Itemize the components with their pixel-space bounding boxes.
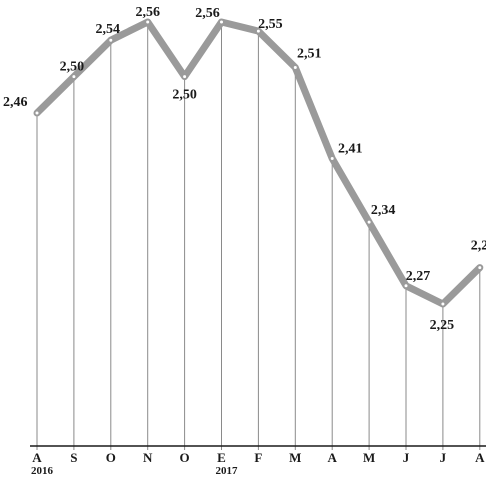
year-label: 2016 [31, 465, 54, 477]
data-label: 2,34 [371, 203, 396, 218]
x-tick-label: J [440, 450, 447, 465]
x-tick-label: M [289, 450, 301, 465]
data-label: 2,50 [172, 88, 197, 103]
data-point [71, 74, 77, 80]
data-point [182, 74, 188, 80]
x-tick-label: N [143, 450, 153, 465]
data-point [219, 19, 224, 25]
data-point [34, 110, 40, 116]
data-label: 2,51 [297, 46, 322, 61]
x-tick-label: A [32, 450, 42, 465]
x-tick-label: O [106, 450, 116, 465]
data-labels: 2,46 2,50 2,54 2,56 2,50 2,56 2,55 2,51 2,41 2,34… [3, 5, 486, 333]
year-labels: 2016 2017 [31, 465, 238, 477]
data-label: 2,46 [3, 95, 28, 110]
data-points [34, 19, 483, 307]
x-tick-label: F [254, 450, 262, 465]
data-label: 2,25 [430, 318, 455, 333]
x-tick-label: O [180, 450, 190, 465]
data-label: 2,55 [258, 17, 283, 32]
data-label: 2,29 [471, 239, 486, 254]
data-point [477, 265, 483, 271]
data-point [255, 28, 261, 34]
data-label: 2,41 [338, 141, 363, 156]
x-tick-label: S [70, 450, 77, 465]
data-label: 2,50 [60, 60, 85, 75]
data-point [403, 283, 409, 289]
data-point [292, 64, 298, 70]
x-tick-label: A [328, 450, 338, 465]
data-label: 2,54 [96, 22, 121, 37]
data-label: 2,56 [195, 6, 220, 21]
data-label: 2,56 [135, 5, 160, 20]
data-point [329, 155, 335, 161]
data-point [440, 301, 446, 307]
x-tick-label: M [363, 450, 375, 465]
data-label: 2,27 [406, 269, 431, 284]
data-point [366, 219, 372, 225]
data-point [145, 19, 151, 25]
data-point [108, 37, 114, 43]
x-tick-label: J [403, 450, 410, 465]
year-label: 2017 [216, 465, 239, 477]
x-tick-label: E [217, 450, 226, 465]
gridlines [36, 22, 481, 450]
x-tick-label: A [475, 450, 485, 465]
